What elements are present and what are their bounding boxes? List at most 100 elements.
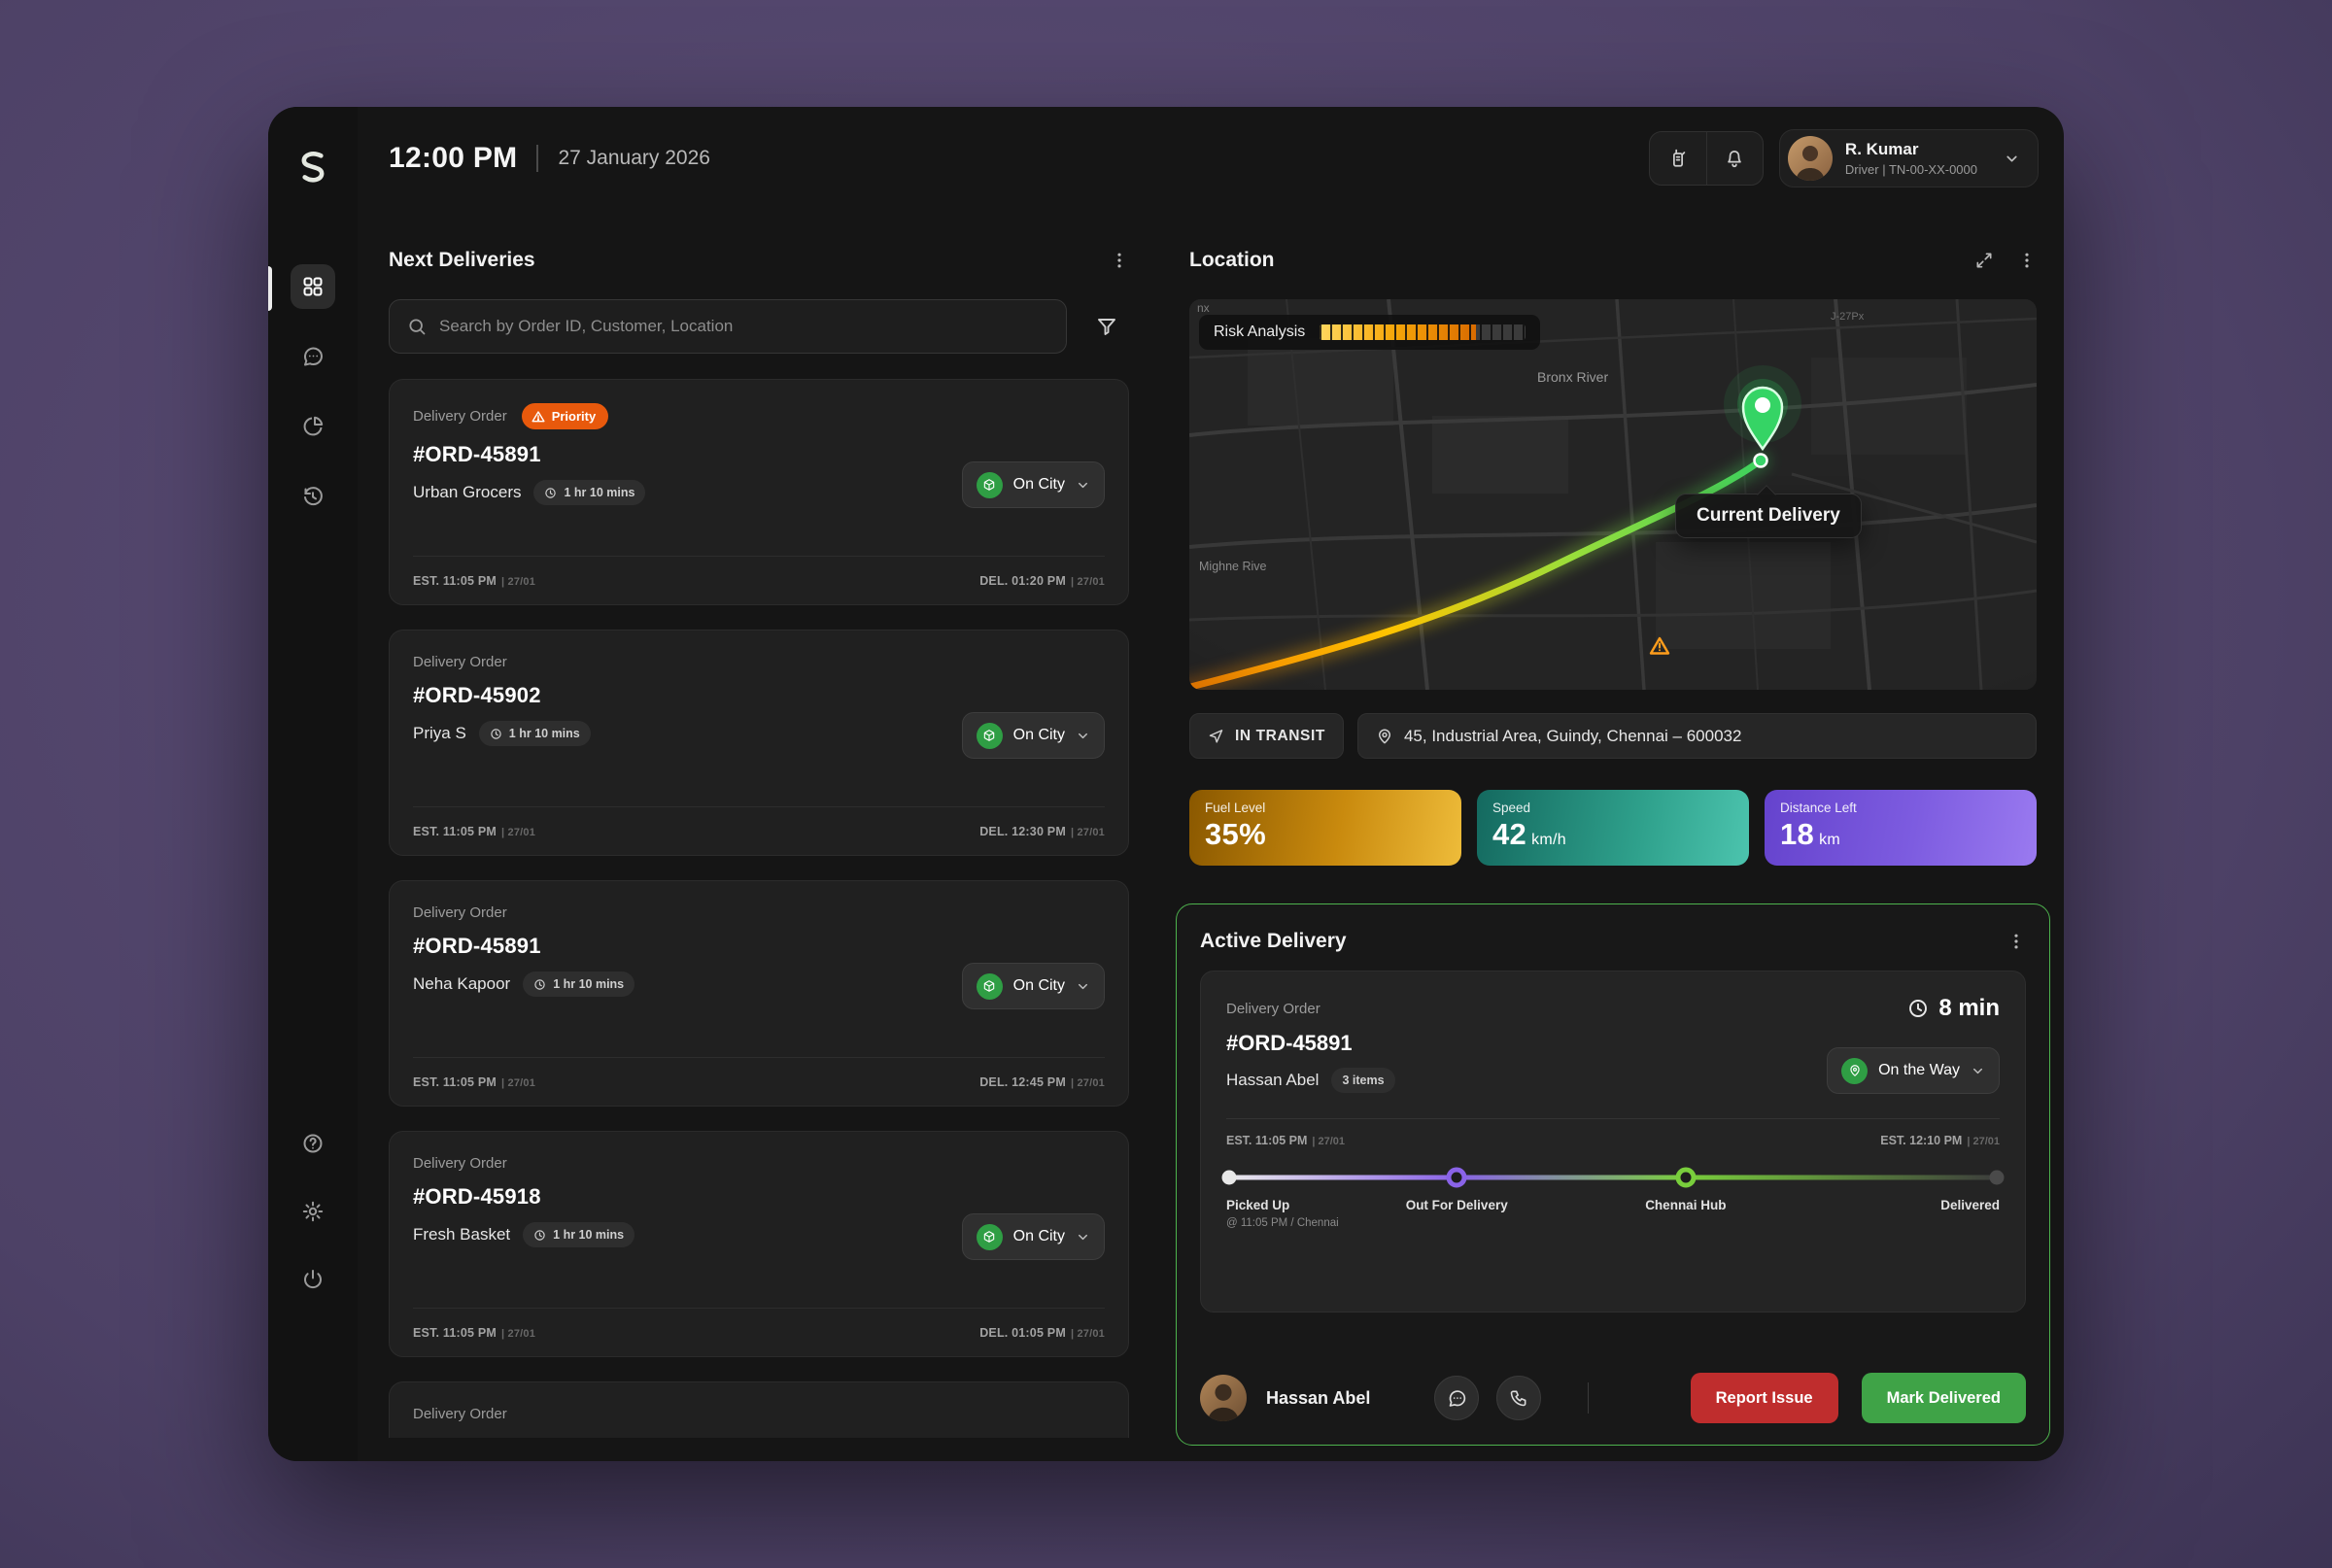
active-delivery-card: Delivery Order 8 min #ORD-45891 Hassan A… bbox=[1200, 971, 2026, 1312]
delivery-order-card[interactable]: Delivery Order #ORD-45902 Priya S 1 hr 1… bbox=[389, 630, 1129, 856]
speed-value: 42 bbox=[1492, 817, 1527, 851]
sidebar-item-dashboard[interactable] bbox=[291, 264, 335, 309]
active-delivery-menu-button[interactable] bbox=[2006, 932, 2026, 951]
filter-button[interactable] bbox=[1084, 304, 1129, 349]
location-menu-button[interactable] bbox=[2017, 251, 2037, 270]
delivery-order-card[interactable]: Delivery Order bbox=[389, 1381, 1129, 1438]
user-text: R. Kumar Driver | TN-00-XX-0000 bbox=[1845, 140, 1977, 177]
order-status-dropdown[interactable]: On City bbox=[961, 1213, 1105, 1260]
order-del-time: DEL. 12:30 PM | 27/01 bbox=[979, 824, 1105, 838]
contact-avatar bbox=[1200, 1375, 1247, 1421]
duration-chip: 1 hr 10 mins bbox=[478, 721, 591, 746]
dashboard-icon bbox=[303, 277, 323, 296]
customer-name: Hassan Abel bbox=[1226, 1071, 1320, 1089]
order-del-time: DEL. 12:45 PM | 27/01 bbox=[979, 1074, 1105, 1089]
app-window: 12:00 PM 27 January 2026 R. Kumar Driver… bbox=[268, 107, 2064, 1461]
sidebar-item-messages[interactable] bbox=[291, 334, 335, 379]
duration-label: 1 hr 10 mins bbox=[508, 727, 580, 740]
filter-icon bbox=[1098, 319, 1115, 335]
radio-button[interactable] bbox=[1650, 132, 1706, 185]
search-input[interactable] bbox=[439, 317, 1048, 336]
radio-icon bbox=[1672, 149, 1686, 167]
expand-icon bbox=[1976, 253, 1992, 268]
sidebar-item-analytics[interactable] bbox=[291, 404, 335, 449]
delivery-order-card[interactable]: Delivery Order Priority #ORD-45891 Urban… bbox=[389, 379, 1129, 605]
speed-card: Speed 42 km/h bbox=[1477, 790, 1749, 866]
sidebar-item-settings[interactable] bbox=[291, 1189, 335, 1234]
milestone-node-chennai-hub bbox=[1675, 1167, 1697, 1188]
search-icon bbox=[409, 319, 426, 335]
order-type-label: Delivery Order bbox=[413, 904, 507, 921]
fuel-level-card: Fuel Level 35% bbox=[1189, 790, 1461, 866]
transit-status-badge: IN TRANSIT bbox=[1189, 713, 1344, 759]
current-delivery-tooltip: Current Delivery bbox=[1675, 494, 1862, 538]
sidebar-item-history[interactable] bbox=[291, 474, 335, 519]
duration-label: 1 hr 10 mins bbox=[564, 486, 635, 499]
duration-chip: 1 hr 10 mins bbox=[523, 971, 635, 997]
order-est-time: EST. 11:05 PM | 27/01 bbox=[413, 1074, 536, 1089]
customer-name: Neha Kapoor bbox=[413, 974, 511, 993]
clock-icon bbox=[491, 728, 501, 739]
order-id: #ORD-45902 bbox=[413, 683, 541, 707]
order-id: #ORD-45891 bbox=[413, 934, 541, 958]
active-delivery-footer: Hassan Abel Report Issue Mark Delivered bbox=[1200, 1373, 2026, 1423]
header-divider bbox=[536, 145, 539, 172]
clock-icon bbox=[1909, 1000, 1928, 1017]
next-deliveries-panel: Next Deliveries Delivery Order Priority bbox=[389, 243, 1129, 1438]
order-status-dropdown[interactable]: On City bbox=[961, 963, 1105, 1009]
delivery-order-list: Delivery Order Priority #ORD-45891 Urban… bbox=[389, 379, 1129, 1438]
active-delivery-panel: Active Delivery Delivery Order 8 min #OR… bbox=[1176, 903, 2050, 1446]
order-status-label: On City bbox=[1012, 977, 1065, 994]
next-deliveries-menu-button[interactable] bbox=[1110, 251, 1129, 270]
chat-button[interactable] bbox=[1434, 1376, 1480, 1420]
phone-icon bbox=[1511, 1390, 1526, 1407]
footer-divider bbox=[1588, 1382, 1590, 1414]
chevron-down-icon bbox=[1079, 1234, 1087, 1240]
contact-name: Hassan Abel bbox=[1266, 1387, 1371, 1408]
order-id: #ORD-45918 bbox=[413, 1184, 541, 1209]
sidebar-item-logout[interactable] bbox=[291, 1257, 335, 1302]
delivery-status-dropdown[interactable]: On the Way bbox=[1827, 1047, 2000, 1094]
user-menu[interactable]: R. Kumar Driver | TN-00-XX-0000 bbox=[1778, 129, 2039, 187]
bell-icon bbox=[1728, 150, 1742, 168]
mark-delivered-button[interactable]: Mark Delivered bbox=[1861, 1373, 2026, 1423]
location-panel: Location bbox=[1189, 243, 2037, 866]
milestone-node-out-for-delivery bbox=[1446, 1167, 1467, 1188]
active-nav-indicator bbox=[268, 266, 272, 311]
distance-left-label: Distance Left bbox=[1780, 801, 1857, 815]
package-icon bbox=[976, 1223, 1003, 1250]
transit-icon bbox=[1209, 730, 1223, 743]
pin-icon bbox=[1841, 1057, 1869, 1084]
chevron-down-icon bbox=[2006, 155, 2017, 161]
expand-map-button[interactable] bbox=[1974, 251, 1994, 270]
chevron-down-icon bbox=[1079, 733, 1087, 738]
order-type-label: Delivery Order bbox=[413, 408, 507, 425]
order-status-dropdown[interactable]: On City bbox=[961, 712, 1105, 759]
search-box bbox=[389, 299, 1067, 354]
delivery-order-card[interactable]: Delivery Order #ORD-45918 Fresh Basket 1… bbox=[389, 1131, 1129, 1357]
delivery-map[interactable]: nx Risk Analysis J-27Px Bronx River Migh… bbox=[1189, 299, 2037, 690]
duration-chip: 1 hr 10 mins bbox=[523, 1222, 635, 1247]
package-icon bbox=[976, 972, 1003, 1000]
call-button[interactable] bbox=[1496, 1376, 1542, 1420]
milestone-node-picked-up bbox=[1221, 1170, 1237, 1185]
divider bbox=[1226, 1118, 2000, 1119]
est-start-time: EST. 11:05 PM | 27/01 bbox=[1226, 1134, 1346, 1147]
next-deliveries-title: Next Deliveries bbox=[389, 249, 535, 271]
notifications-button[interactable] bbox=[1705, 132, 1763, 185]
active-delivery-title: Active Delivery bbox=[1200, 930, 1347, 952]
milestone-node-delivered bbox=[1989, 1170, 2005, 1185]
priority-badge: Priority bbox=[521, 403, 609, 429]
order-status-dropdown[interactable]: On City bbox=[961, 461, 1105, 508]
package-icon bbox=[976, 722, 1003, 749]
report-issue-button[interactable]: Report Issue bbox=[1690, 1373, 1838, 1423]
pin-icon bbox=[1378, 729, 1390, 743]
map-canvas bbox=[1189, 299, 2037, 690]
priority-label: Priority bbox=[551, 409, 597, 424]
clock-time: 12:00 PM bbox=[389, 142, 518, 174]
current-location-pin bbox=[1724, 365, 1801, 452]
clock-icon bbox=[545, 487, 557, 498]
order-id: #ORD-45891 bbox=[1226, 1031, 1353, 1055]
delivery-order-card[interactable]: Delivery Order #ORD-45891 Neha Kapoor 1 … bbox=[389, 880, 1129, 1107]
sidebar-item-help[interactable] bbox=[291, 1121, 335, 1166]
